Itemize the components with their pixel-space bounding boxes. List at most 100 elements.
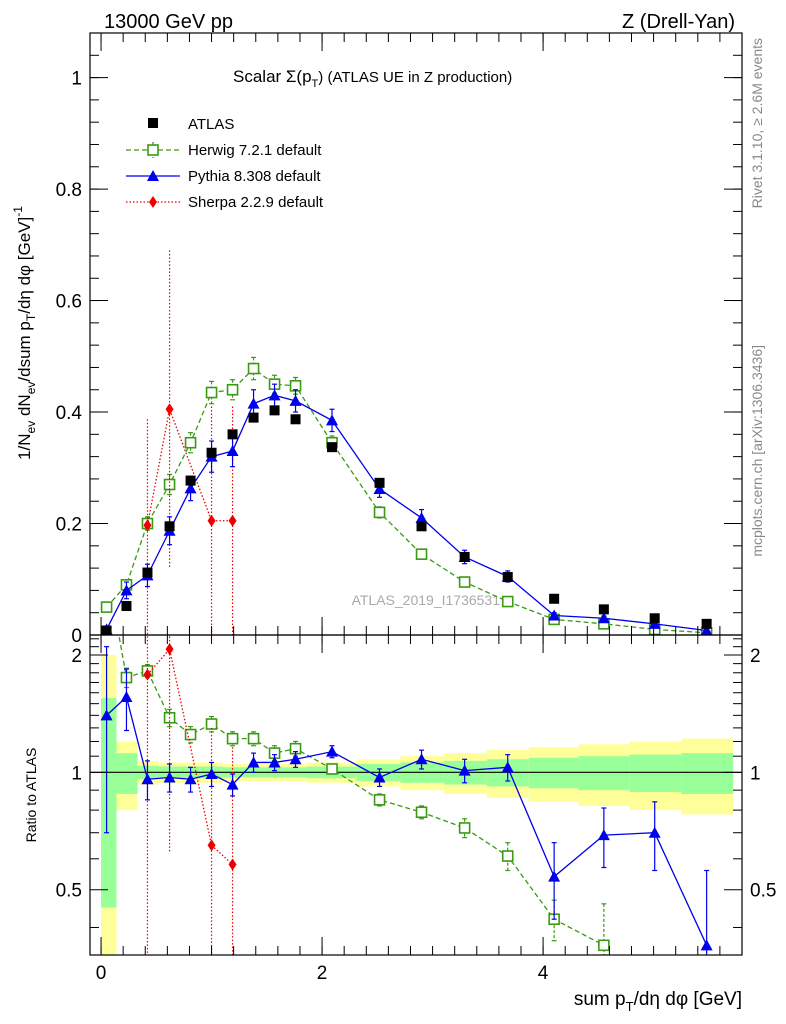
atlas-point [269, 405, 280, 416]
ratio-sherpa-point [143, 668, 152, 681]
herwig-point [163, 478, 176, 491]
atlas-point [549, 593, 560, 604]
ratio-herwig-point [458, 822, 471, 834]
ratio-ytick-label: 0.5 [56, 881, 82, 902]
ratio-pythia-errbar [104, 646, 110, 834]
atlas-point [121, 601, 132, 612]
atlas-point [374, 477, 385, 488]
ratio-pythia-point [415, 753, 428, 765]
ratio-sherpa-line [146, 647, 233, 866]
ratio-pythia-errbar [704, 869, 710, 955]
herwig-point [501, 595, 514, 608]
ratio-ytick-label-right: 1 [750, 763, 761, 784]
pythia-point [289, 394, 302, 406]
x-axis-label: sum pT/dη dφ [GeV] [574, 989, 742, 1014]
ratio-band-inner [578, 756, 630, 791]
header-left: 13000 GeV pp [104, 11, 233, 33]
pythia-point [700, 624, 713, 635]
atlas-point [327, 442, 338, 453]
atlas-point [185, 475, 196, 486]
ratio-herwig-point [598, 939, 610, 952]
legend: ATLAS Herwig 7.2.1 default Pythia 8.308 … [126, 116, 324, 211]
atlas-point [142, 567, 153, 578]
sherpa-point [165, 403, 174, 416]
ratio-plot-layer [100, 635, 713, 955]
ratio-band-inner [629, 754, 682, 793]
ratio-pythia-point [100, 709, 113, 721]
ratio-sherpa-point [165, 643, 174, 656]
legend-label-sherpa: Sherpa 2.2.9 default [188, 194, 324, 211]
pythia-point [184, 482, 197, 494]
pythia-point [415, 511, 428, 523]
atlas-point [649, 613, 660, 624]
pythia-point [648, 617, 661, 629]
ratio-sherpa-point [228, 858, 237, 871]
ratio-herwig-point [326, 763, 338, 775]
ratio-herwig-point [415, 806, 428, 819]
atlas-point [290, 414, 301, 425]
legend-marker-herwig [147, 144, 159, 156]
ratio-pythia-point [458, 764, 471, 776]
main-ytick-label: 0.6 [56, 292, 82, 313]
herwig-point [247, 362, 260, 375]
herwig-point [226, 383, 239, 396]
ratio-pythia-point [247, 756, 260, 768]
pythia-point [548, 609, 561, 621]
ratio-sherpa-point [207, 839, 216, 852]
sherpa-point [143, 519, 152, 532]
atlas-point [416, 521, 427, 532]
pythia-point [247, 397, 260, 409]
main-ylabel: 1/Nev dNev/dsum pT/dη dφ [GeV]-1 [11, 206, 38, 460]
atlas-point [206, 447, 217, 458]
ratio-herwig-point [373, 794, 386, 806]
legend-marker-sherpa [149, 196, 157, 208]
herwig-point [100, 601, 113, 613]
ratio-pythia-point [700, 939, 713, 951]
ratio-pythia-point [326, 745, 339, 757]
ratio-herwig-line [118, 635, 605, 946]
main-ytick-label: 0.4 [56, 403, 83, 424]
ratio-ytick-label-right: 0.5 [750, 881, 776, 902]
main-ytick-label: 0.8 [56, 180, 82, 201]
watermark: ATLAS_2019_I1736531 [352, 592, 501, 608]
main-plot-layer [100, 250, 713, 635]
ratio-pythia-point [226, 778, 239, 790]
ratio-herwig-point [205, 718, 218, 730]
ratio-band-inner [528, 757, 579, 789]
pythia-point [226, 445, 239, 457]
legend-label-herwig: Herwig 7.2.1 default [188, 142, 322, 159]
legend-label-atlas: ATLAS [188, 116, 234, 133]
rivet-label: Rivet 3.1.10, ≥ 2.6M events [749, 38, 765, 208]
ratio-pythia-point [373, 771, 386, 783]
pythia-point [120, 584, 133, 596]
pythia-point [326, 414, 339, 426]
main-chart-title: Scalar Σ(pT) (ATLAS UE in Z production) [233, 67, 512, 90]
ratio-pythia-point [205, 768, 218, 780]
xtick-label: 4 [538, 963, 549, 984]
herwig-point [458, 576, 471, 588]
legend-label-pythia: Pythia 8.308 default [188, 168, 321, 185]
xtick-label: 2 [317, 963, 328, 984]
atlas-point [227, 429, 238, 440]
atlas-point [701, 618, 712, 629]
ratio-herwig-errbar [505, 842, 511, 872]
atlas-point [164, 521, 175, 532]
herwig-point [205, 386, 218, 399]
herwig-point [373, 506, 386, 519]
ratio-herwig-point [501, 850, 514, 862]
ratio-band-inner [101, 698, 117, 908]
ratio-herwig-point [184, 728, 197, 741]
sherpa-point [228, 514, 237, 527]
main-ytick-label: 1 [71, 69, 82, 90]
herwig-point [415, 548, 428, 560]
pythia-point [597, 612, 610, 624]
ratio-pythia-point [141, 773, 154, 785]
ratio-herwig-point [247, 732, 260, 745]
atlas-point [502, 572, 513, 583]
ratio-pythia-point [648, 826, 661, 838]
axis-ticks: 00.20.40.60.810.5 0.51 12 20 2 4 [56, 33, 776, 984]
ratio-pythia-point [597, 829, 610, 841]
ratio-pythia-point [268, 756, 281, 768]
ratio-herwig-point [226, 732, 239, 745]
atlas-point [459, 551, 470, 562]
